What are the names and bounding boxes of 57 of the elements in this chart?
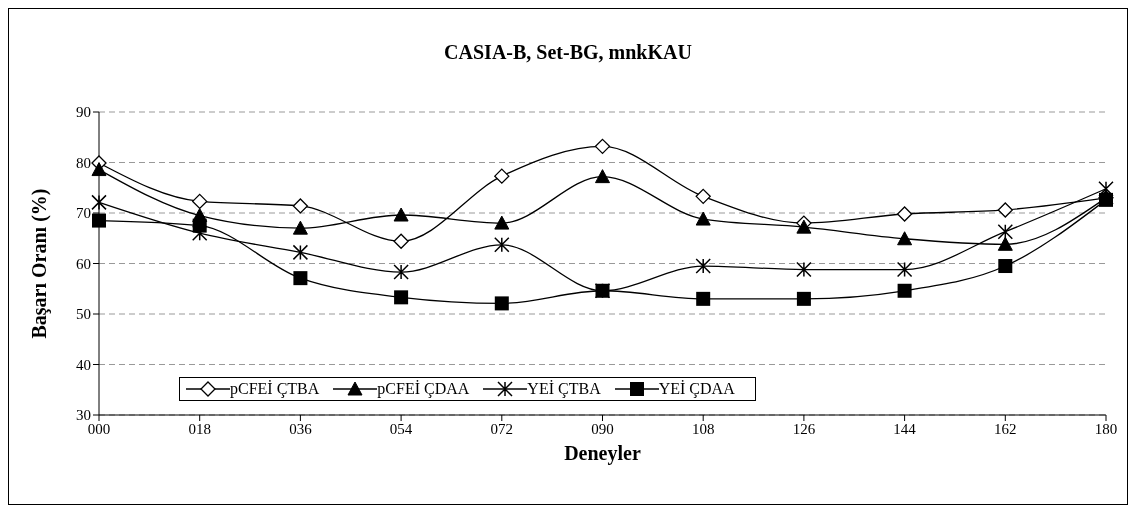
point: [92, 213, 106, 228]
x-tick-label: 126: [792, 420, 816, 437]
point: [695, 258, 711, 274]
point: [292, 220, 308, 235]
point: [393, 264, 409, 280]
point: [998, 259, 1013, 274]
y-tick-label: 90: [76, 104, 91, 121]
legend-label: YEİ ÇTBA: [527, 380, 601, 398]
y-tick-label: 50: [76, 306, 91, 323]
point: [796, 261, 812, 278]
point: [696, 291, 711, 306]
point: [796, 219, 812, 234]
point: [494, 168, 510, 184]
point: [897, 231, 913, 246]
legend-label: pCFEİ ÇTBA: [230, 380, 320, 398]
x-axis-title: Deneyler: [564, 442, 641, 465]
point: [595, 169, 610, 184]
x-tick-label: 054: [389, 420, 413, 437]
x-tick-label: 108: [691, 420, 715, 437]
point: [494, 296, 509, 311]
y-tick-label: 60: [76, 255, 91, 272]
x-tick-label: 072: [490, 420, 514, 437]
point: [695, 211, 711, 226]
x-tick-label: 036: [289, 420, 313, 437]
point: [292, 198, 309, 214]
point: [997, 236, 1013, 251]
point: [394, 290, 409, 305]
y-tick-label: 80: [76, 154, 91, 171]
legend-label: pCFEİ ÇDAA: [377, 380, 470, 398]
point: [997, 202, 1013, 218]
point: [192, 193, 208, 210]
point: [796, 291, 811, 306]
legend-label: YEİ ÇDAA: [658, 380, 735, 398]
x-tick-label: 018: [188, 420, 211, 437]
point: [494, 237, 510, 253]
point: [594, 138, 611, 154]
point: [91, 194, 107, 211]
point: [997, 223, 1014, 240]
point: [695, 188, 711, 204]
point: [393, 207, 409, 222]
point: [393, 233, 409, 249]
x-tick-label: 144: [893, 420, 917, 437]
point: [293, 271, 308, 286]
x-tick-label: 090: [591, 420, 614, 437]
point: [292, 244, 309, 261]
chart-title: CASIA-B, Set-BG, mnkKAU: [444, 41, 692, 63]
y-axis-title: Başarı Oranı (%): [28, 188, 52, 339]
point: [494, 215, 510, 230]
point: [91, 162, 107, 177]
x-tick-label: 180: [1094, 420, 1118, 437]
x-tick-label: 162: [994, 420, 1017, 437]
point: [896, 261, 913, 278]
y-tick-label: 40: [76, 356, 91, 373]
point: [897, 283, 912, 298]
y-tick-label: 70: [76, 205, 91, 222]
point: [896, 206, 913, 222]
point: [192, 218, 207, 233]
